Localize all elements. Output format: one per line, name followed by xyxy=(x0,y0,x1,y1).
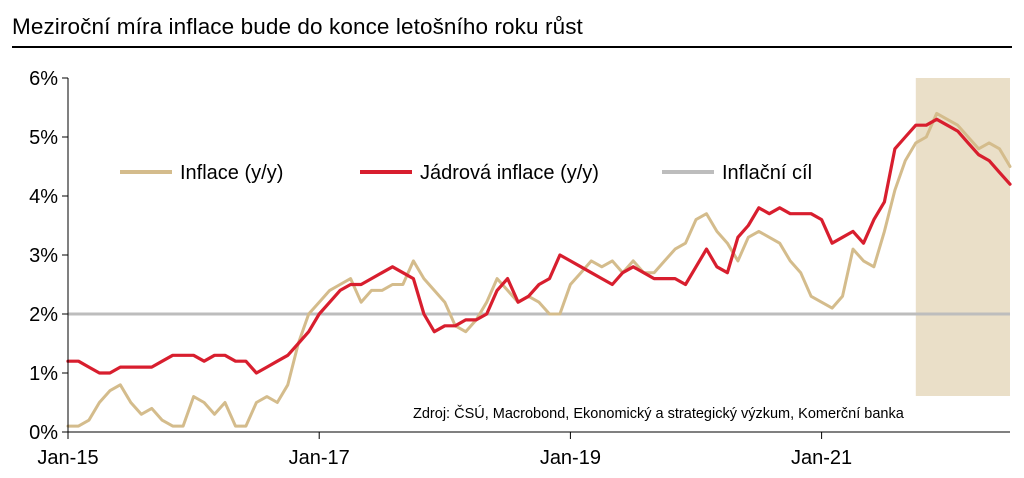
legend-label-inflation: Inflace (y/y) xyxy=(180,162,283,184)
legend-label-target: Inflační cíl xyxy=(722,162,812,184)
y-tick-label: 3% xyxy=(29,245,58,267)
x-tick-label: Jan-21 xyxy=(791,447,852,469)
y-tick-label: 4% xyxy=(29,186,58,208)
y-tick-label: 2% xyxy=(29,304,58,326)
y-tick-label: 6% xyxy=(29,68,58,90)
inflation-series-line xyxy=(66,111,1012,428)
x-tick-label: Jan-15 xyxy=(37,447,98,469)
y-tick-label: 0% xyxy=(29,422,58,444)
y-tick-label: 1% xyxy=(29,363,58,385)
x-tick-label: Jan-17 xyxy=(289,447,350,469)
legend-label-core-inflation: Jádrová inflace (y/y) xyxy=(420,162,599,184)
title-rule xyxy=(12,46,1012,48)
source-note: Zdroj: ČSÚ, Macrobond, Ekonomický a stra… xyxy=(413,405,905,422)
x-tick-label: Jan-19 xyxy=(540,447,601,469)
y-tick-label: 5% xyxy=(29,127,58,149)
core-inflation-series-line xyxy=(66,117,1012,375)
chart-title: Meziroční míra inflace bude do konce let… xyxy=(12,14,583,39)
